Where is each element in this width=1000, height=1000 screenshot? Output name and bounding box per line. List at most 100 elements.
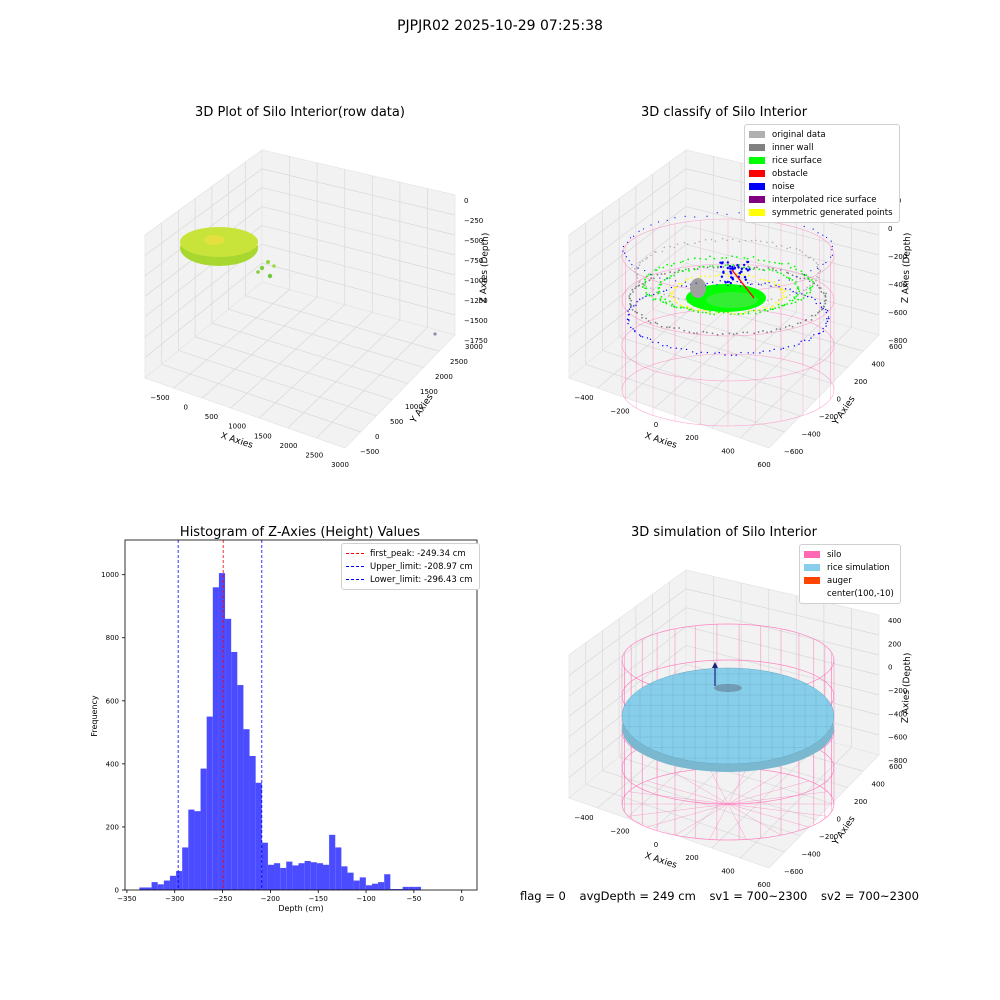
noise-point [743,275,747,279]
legend-label: symmetric generated points [772,207,893,218]
raw-3d-panes [144,149,456,449]
original-data-point [806,286,809,289]
original-data-point [726,239,728,242]
noise-point [769,350,771,352]
rice-surface-point [742,266,745,269]
rice-surface-point [699,257,702,260]
inner-wall-point [770,330,773,333]
noise-point [719,280,721,282]
noise-point [685,348,688,351]
gridline [685,588,880,636]
rice-surface-point [800,298,803,301]
x-tick-label: 2500 [305,451,323,459]
rice-surface-point [658,266,661,269]
original-data-point [805,254,807,257]
z-tick-label: −1250 [464,297,488,305]
y-tick-label: −400 [802,851,821,859]
y-tick-label: −200 [819,413,838,421]
noise-point [628,308,631,311]
original-data-point [809,284,811,287]
gridline [568,187,687,277]
noise-point [825,261,827,264]
inner-wall-point [706,266,709,269]
symmetric-point [778,302,780,305]
histogram-bar [353,880,360,890]
symmetric-point [781,297,783,300]
noise-point [719,265,723,269]
x-tick-label: 0 [654,841,658,849]
simulation-legend: silo rice simulation auger center(100,-10) [799,544,901,604]
symmetric-point [725,272,728,275]
histogram-bar [231,651,238,890]
noise-point [760,284,762,286]
inner-wall-point [791,274,794,277]
noise-point [628,320,630,322]
noise-point [635,304,637,307]
histogram-bar [286,861,293,890]
rice-surface-point [809,289,812,291]
z-tick-label: −750 [464,257,483,265]
gridline [259,312,373,419]
noise-point [642,228,645,230]
original-data-point [673,246,676,249]
noise-point [793,345,796,347]
noise-point [634,330,636,333]
symmetric-point [675,301,678,304]
gridline [685,626,880,676]
symmetric-point [679,304,682,307]
legend-label: first_peak: -249.34 cm [370,548,466,559]
noise-point [700,351,702,354]
symmetric-point [783,290,786,292]
noise-point [662,344,664,347]
x-tick-label: −200 [261,895,280,903]
original-data-point [636,277,639,279]
subplot-title-histogram: Histogram of Z-Axies (Height) Values [180,525,420,540]
histogram-bar [335,847,342,890]
noise-point [726,280,729,284]
rice-surface-point [646,293,648,296]
rice-surface-point [786,303,789,305]
rice-surface-point [713,313,716,316]
noise-point [819,302,822,304]
inner-wall-point [653,277,655,280]
original-data-point [759,240,762,243]
histogram-bar [414,886,421,890]
silo-spoke [646,780,729,805]
rice-surface-point [731,255,733,258]
noise-point [738,271,742,275]
rice-surface-point [648,294,651,297]
legend-label: rice simulation [827,562,890,573]
original-data-point [646,256,648,259]
inner-wall-point [640,313,643,316]
inner-wall-point [668,326,671,329]
rice-surface-point [664,298,667,301]
inner-wall-point [775,328,778,330]
original-data-point [684,298,686,300]
inner-wall-point [753,332,756,335]
legend-entry: symmetric generated points [749,206,893,219]
noise-point [731,276,734,280]
rice-surface-point [754,312,757,315]
noise-point [780,348,782,350]
noise-point [752,352,755,354]
legend-swatch [804,551,820,558]
noise-point [729,270,732,273]
symmetric-point [673,286,676,289]
original-data-point [672,296,675,298]
rice-surface-point [732,264,735,267]
flag-text: flag = 0 [520,889,566,903]
rice-surface-point [807,276,809,279]
rice-surface-point [763,269,766,272]
legend-swatch [749,131,765,138]
rice-surface-point [774,307,777,310]
noise-point [746,260,750,264]
noise-point [744,278,747,281]
rice-surface-point [655,269,658,272]
rice-surface-point [794,282,797,285]
inner-wall-point [803,277,806,280]
histogram-xticks: −350 −300 −250 −200 −150 −100 −50 0 [117,890,464,903]
gridline [740,327,852,439]
rice-surface-point [781,304,784,307]
x-tick-label: −200 [610,407,629,415]
inner-wall-point [818,310,821,313]
